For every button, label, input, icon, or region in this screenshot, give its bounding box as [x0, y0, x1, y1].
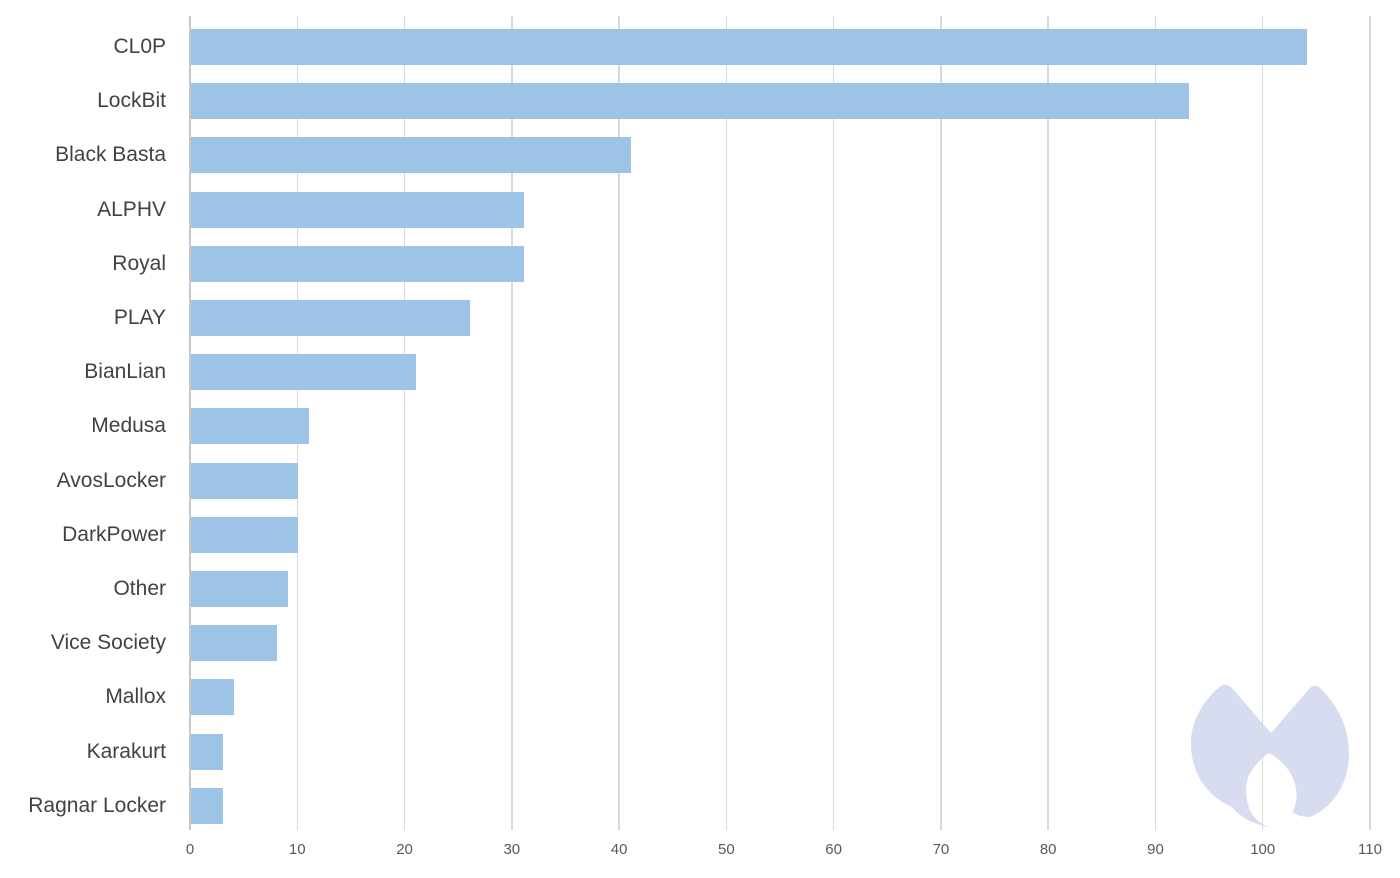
category-label: Black Basta: [55, 143, 166, 167]
gridline: [725, 16, 728, 830]
bar: [191, 787, 224, 824]
bar: [191, 245, 524, 282]
category-label: BianLian: [84, 360, 166, 384]
gridline: [1261, 16, 1264, 830]
category-label: Ragnar Locker: [28, 793, 166, 817]
category-label: ALPHV: [97, 197, 166, 221]
x-tick-label: 110: [1358, 841, 1382, 858]
x-tick-label: 30: [503, 841, 521, 858]
bar: [191, 571, 288, 607]
bar: [191, 408, 309, 445]
gridline: [1047, 16, 1049, 830]
category-label: Royal: [112, 251, 166, 275]
axis-line: [189, 16, 191, 830]
x-tick-label: 90: [1147, 841, 1164, 858]
malwarebytes-logo-watermark: [1190, 684, 1350, 827]
x-tick-label: 70: [932, 841, 950, 858]
bar: [191, 516, 299, 553]
gridline: [1154, 16, 1157, 830]
gridline: [618, 16, 620, 830]
bar: [191, 462, 299, 499]
x-tick-label: 60: [825, 841, 842, 858]
gridline: [511, 16, 513, 830]
category-label: AvosLocker: [56, 468, 166, 492]
bar: [191, 83, 1189, 120]
malwarebytes-logo-icon: [1190, 684, 1350, 827]
bar: [191, 29, 1307, 65]
x-tick-label: 0: [185, 841, 195, 858]
category-label: LockBit: [97, 89, 166, 113]
bar: [191, 733, 224, 770]
x-tick-label: 100: [1250, 841, 1276, 858]
bar: [191, 300, 470, 336]
x-tick-label: 20: [396, 841, 413, 858]
category-label: Other: [113, 577, 166, 600]
category-label: Vice Society: [50, 631, 166, 655]
bar: [191, 625, 277, 662]
gridline: [1369, 16, 1371, 830]
category-label: DarkPower: [62, 522, 166, 546]
category-label: Karakurt: [86, 739, 166, 763]
x-tick-label: 40: [610, 841, 628, 858]
x-tick-label: 80: [1039, 841, 1057, 858]
category-label: Mallox: [105, 685, 166, 709]
gridline: [403, 16, 406, 830]
x-tick-label: 10: [288, 841, 306, 858]
category-label: PLAY: [113, 306, 166, 329]
x-tick-label: 50: [718, 841, 735, 858]
category-label: CL0P: [113, 35, 166, 58]
gridline: [832, 16, 835, 830]
category-label: Medusa: [91, 414, 166, 438]
bar: [191, 679, 234, 716]
bar: [191, 137, 631, 174]
bar: [191, 191, 524, 228]
gridline: [940, 16, 942, 830]
bar: [191, 354, 417, 391]
